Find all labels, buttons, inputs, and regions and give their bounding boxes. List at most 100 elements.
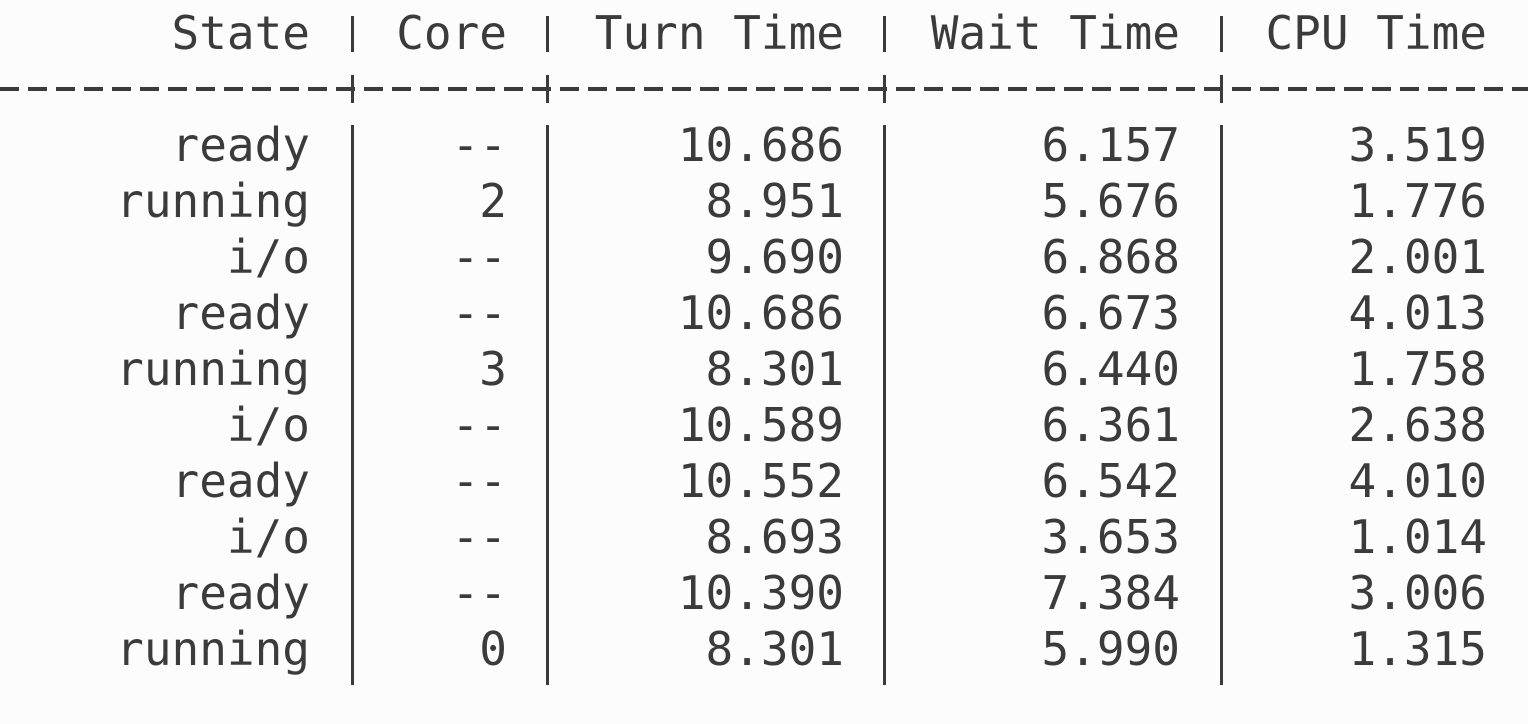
header-state: State bbox=[171, 6, 310, 60]
cell-wait-time: 5.990 bbox=[1041, 622, 1180, 676]
divider-junction bbox=[546, 75, 549, 103]
cell-core: -- bbox=[451, 398, 507, 452]
cell-cpu-time: 1.758 bbox=[1348, 342, 1487, 396]
column-separator bbox=[1220, 293, 1223, 349]
cell-state: ready bbox=[171, 454, 310, 508]
cell-state: ready bbox=[171, 286, 310, 340]
cell-wait-time: 3.653 bbox=[1041, 510, 1180, 564]
column-separator bbox=[883, 573, 886, 629]
cell-cpu-time: 4.010 bbox=[1348, 454, 1487, 508]
cell-core: -- bbox=[451, 510, 507, 564]
cell-turn-time: 10.390 bbox=[677, 566, 844, 620]
cell-cpu-time: 3.006 bbox=[1348, 566, 1487, 620]
cell-turn-time: 8.693 bbox=[705, 510, 844, 564]
column-separator bbox=[351, 405, 354, 461]
column-separator bbox=[883, 293, 886, 349]
column-separator bbox=[1220, 405, 1223, 461]
cell-cpu-time: 1.315 bbox=[1348, 622, 1487, 676]
cell-state: ready bbox=[171, 566, 310, 620]
cell-state: running bbox=[116, 174, 310, 228]
column-separator bbox=[351, 181, 354, 237]
column-separator bbox=[546, 517, 549, 573]
header-core: Core bbox=[396, 6, 507, 60]
column-separator bbox=[546, 629, 549, 685]
cell-turn-time: 10.552 bbox=[677, 454, 844, 508]
column-separator bbox=[351, 517, 354, 573]
cell-cpu-time: 4.013 bbox=[1348, 286, 1487, 340]
cell-state: ready bbox=[171, 118, 310, 172]
column-separator bbox=[351, 16, 354, 52]
cell-wait-time: 6.673 bbox=[1041, 286, 1180, 340]
column-separator bbox=[883, 125, 886, 181]
column-separator bbox=[546, 293, 549, 349]
column-separator bbox=[1220, 237, 1223, 293]
cell-cpu-time: 1.776 bbox=[1348, 174, 1487, 228]
cell-cpu-time: 2.001 bbox=[1348, 230, 1487, 284]
column-separator bbox=[883, 349, 886, 405]
cell-core: -- bbox=[451, 286, 507, 340]
cell-cpu-time: 3.519 bbox=[1348, 118, 1487, 172]
column-separator bbox=[883, 181, 886, 237]
cell-state: i/o bbox=[226, 510, 310, 564]
cell-turn-time: 8.301 bbox=[705, 342, 844, 396]
column-separator bbox=[546, 405, 549, 461]
cell-turn-time: 8.951 bbox=[705, 174, 844, 228]
column-separator bbox=[546, 461, 549, 517]
cell-core: -- bbox=[451, 118, 507, 172]
column-separator bbox=[883, 517, 886, 573]
column-separator bbox=[546, 16, 549, 52]
cell-wait-time: 6.157 bbox=[1041, 118, 1180, 172]
column-separator bbox=[546, 349, 549, 405]
header-cpu-time: CPU Time bbox=[1265, 6, 1487, 60]
column-separator bbox=[351, 125, 354, 181]
divider-junction bbox=[883, 75, 886, 103]
cell-state: i/o bbox=[226, 398, 310, 452]
cell-core: 3 bbox=[479, 342, 507, 396]
cell-core: -- bbox=[451, 566, 507, 620]
column-separator bbox=[351, 293, 354, 349]
column-separator bbox=[351, 629, 354, 685]
column-separator bbox=[546, 573, 549, 629]
cell-turn-time: 10.686 bbox=[677, 118, 844, 172]
column-separator bbox=[883, 237, 886, 293]
cell-state: running bbox=[116, 622, 310, 676]
divider-junction bbox=[351, 75, 354, 103]
header-divider bbox=[0, 87, 1528, 91]
cell-core: 0 bbox=[479, 622, 507, 676]
cell-cpu-time: 1.014 bbox=[1348, 510, 1487, 564]
column-separator bbox=[883, 405, 886, 461]
column-separator bbox=[1220, 16, 1223, 52]
column-separator bbox=[1220, 573, 1223, 629]
cell-state: running bbox=[116, 342, 310, 396]
cell-turn-time: 8.301 bbox=[705, 622, 844, 676]
cell-core: -- bbox=[451, 454, 507, 508]
cell-turn-time: 10.686 bbox=[677, 286, 844, 340]
cell-core: 2 bbox=[479, 174, 507, 228]
cell-wait-time: 5.676 bbox=[1041, 174, 1180, 228]
header-wait-time: Wait Time bbox=[930, 6, 1180, 60]
column-separator bbox=[546, 237, 549, 293]
cell-turn-time: 10.589 bbox=[677, 398, 844, 452]
column-separator bbox=[351, 237, 354, 293]
cell-state: i/o bbox=[226, 230, 310, 284]
column-separator bbox=[883, 461, 886, 517]
column-separator bbox=[1220, 629, 1223, 685]
cell-core: -- bbox=[451, 230, 507, 284]
column-separator bbox=[1220, 349, 1223, 405]
column-separator bbox=[351, 573, 354, 629]
cell-wait-time: 7.384 bbox=[1041, 566, 1180, 620]
column-separator bbox=[883, 16, 886, 52]
column-separator bbox=[1220, 181, 1223, 237]
column-separator bbox=[1220, 517, 1223, 573]
column-separator bbox=[546, 181, 549, 237]
divider-junction bbox=[1220, 75, 1223, 103]
cell-wait-time: 6.542 bbox=[1041, 454, 1180, 508]
cell-turn-time: 9.690 bbox=[705, 230, 844, 284]
column-separator bbox=[1220, 125, 1223, 181]
header-turn-time: Turn Time bbox=[594, 6, 844, 60]
column-separator bbox=[351, 461, 354, 517]
cell-wait-time: 6.440 bbox=[1041, 342, 1180, 396]
column-separator bbox=[1220, 461, 1223, 517]
cell-wait-time: 6.868 bbox=[1041, 230, 1180, 284]
